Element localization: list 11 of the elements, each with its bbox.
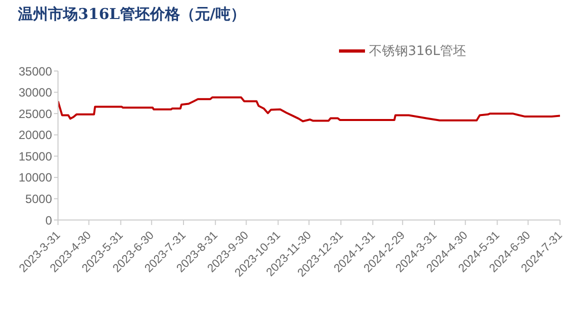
y-tick-label: 20000 — [18, 128, 52, 142]
y-tick-label: 35000 — [18, 64, 52, 78]
chart-title: 温州市场316L管坯价格（元/吨） — [18, 5, 246, 24]
y-tick-label: 15000 — [18, 149, 52, 164]
legend-label: 不锈钢316L管坯 — [368, 44, 466, 59]
y-tick-label: 0 — [45, 213, 52, 228]
y-tick-label: 30000 — [18, 86, 52, 100]
line-series — [58, 96, 560, 122]
y-tick-label: 10000 — [18, 170, 52, 185]
y-tick-label: 25000 — [18, 106, 52, 121]
y-tick-label: 5000 — [25, 192, 52, 206]
